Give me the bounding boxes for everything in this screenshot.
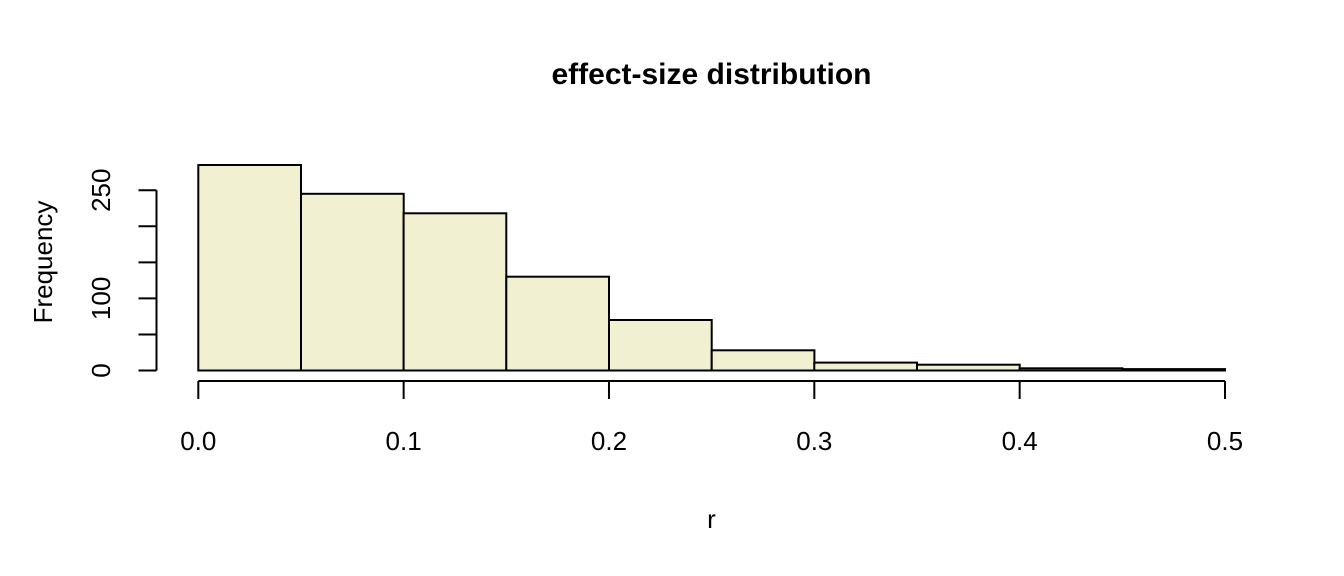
x-axis-tick-label: 0.2	[591, 426, 627, 456]
x-axis-tick-label: 0.3	[796, 426, 832, 456]
y-axis-tick-label: 100	[86, 277, 116, 320]
histogram-bar-3	[505, 275, 610, 372]
x-axis-tick-label: 0.5	[1207, 426, 1243, 456]
histogram-bar-7	[916, 363, 1021, 372]
histogram-bar-4	[608, 319, 713, 372]
histogram-bar-0	[197, 164, 302, 372]
chart-title: effect-size distribution	[551, 58, 872, 91]
x-axis-tick-label: 0.1	[386, 426, 422, 456]
histogram-bar-1	[300, 192, 405, 372]
histogram-bar-2	[402, 212, 508, 372]
histogram-bar-6	[813, 361, 918, 372]
histogram-bar-9	[1121, 368, 1227, 372]
y-axis-tick-label: 250	[86, 169, 116, 212]
x-axis-label: r	[707, 504, 716, 534]
x-axis-tick-label: 0.4	[1002, 426, 1038, 456]
x-axis-tick-label: 0.0	[180, 426, 216, 456]
y-axis-tick-label: 0	[86, 363, 116, 377]
histogram-bar-5	[710, 349, 816, 372]
histogram-bar-8	[1018, 367, 1124, 372]
